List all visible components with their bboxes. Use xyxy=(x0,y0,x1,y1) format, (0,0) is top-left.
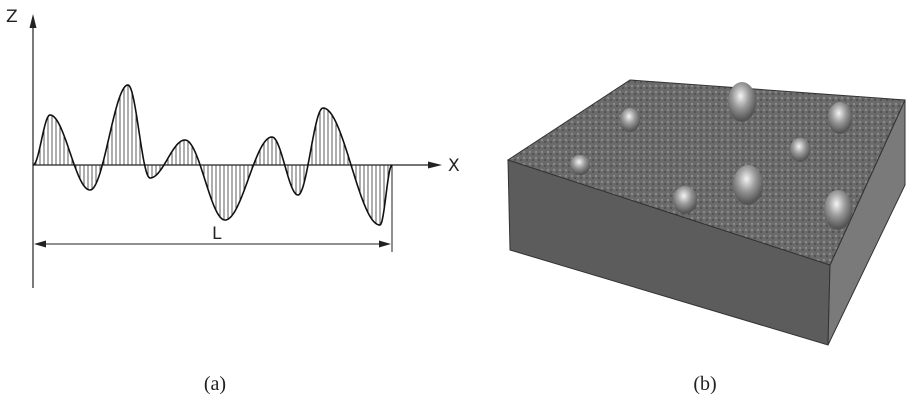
caption-a: (a) xyxy=(204,373,226,395)
x-arrow xyxy=(428,162,442,169)
peak xyxy=(790,138,810,162)
x-label: X xyxy=(448,156,460,176)
peak xyxy=(620,108,640,132)
length-arrow-right xyxy=(379,241,391,248)
surface-plot xyxy=(508,80,905,345)
caption-b: (b) xyxy=(693,373,716,395)
z-label: Z xyxy=(6,7,18,27)
peak xyxy=(828,102,852,134)
peak xyxy=(728,82,756,122)
z-arrow xyxy=(30,14,37,28)
peak xyxy=(733,165,763,205)
figure: Z X L (a) (b) xyxy=(0,0,918,406)
profile-curve xyxy=(33,85,392,225)
peak xyxy=(673,186,697,214)
peak xyxy=(570,155,590,175)
peak xyxy=(824,190,852,230)
profile-diagram: Z X L xyxy=(6,7,460,288)
hatching xyxy=(36,85,388,225)
length-arrow-left xyxy=(34,241,46,248)
length-label: L xyxy=(212,224,222,244)
